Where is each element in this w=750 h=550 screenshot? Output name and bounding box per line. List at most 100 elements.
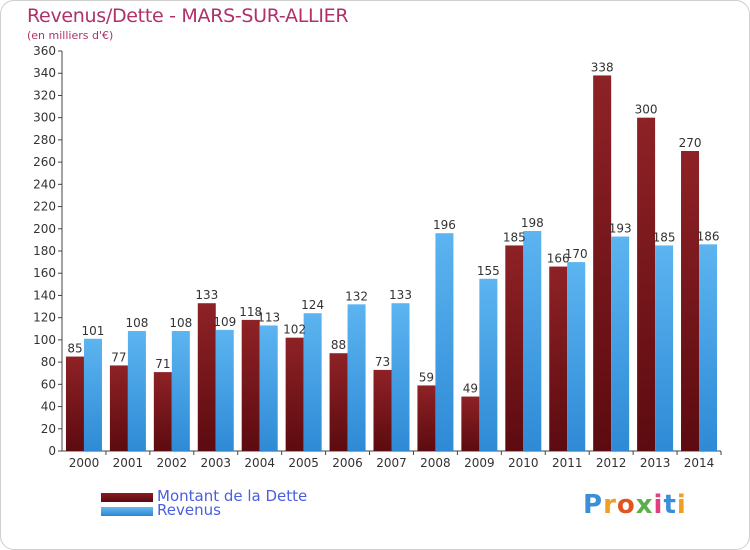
x-tick-label: 2012: [596, 456, 627, 470]
y-tick-label: 180: [33, 244, 56, 258]
value-label-revenus: 185: [653, 230, 676, 244]
value-label-revenus: 133: [389, 288, 412, 302]
bar-revenus: [567, 262, 586, 451]
value-label-dette: 102: [283, 323, 306, 337]
x-tick-label: 2000: [69, 456, 100, 470]
chart-bars: [65, 75, 718, 452]
y-tick-label: 200: [33, 222, 56, 236]
legend-label-dette: Montant de la Dette: [157, 487, 308, 505]
x-tick-label: 2010: [508, 456, 539, 470]
bar-revenus: [655, 245, 674, 451]
bar-dette: [373, 369, 392, 451]
value-label-dette: 71: [155, 357, 170, 371]
value-label-dette: 270: [679, 136, 702, 150]
value-label-revenus: 186: [697, 229, 720, 243]
bar-dette: [65, 356, 84, 451]
y-tick-label: 100: [33, 333, 56, 347]
value-label-dette: 166: [547, 252, 570, 266]
x-tick-label: 2002: [157, 456, 188, 470]
bar-revenus: [127, 331, 146, 451]
chart-subtitle: (en milliers d'€): [27, 29, 114, 42]
bar-dette: [505, 245, 524, 451]
legend-swatch-dette: [101, 493, 153, 502]
legend-label-revenus: Revenus: [157, 501, 221, 519]
bar-revenus: [699, 244, 718, 451]
y-tick-label: 80: [41, 355, 56, 369]
proxiti-logo: Proxiti: [583, 490, 687, 520]
value-label-revenus: 132: [345, 289, 368, 303]
bar-revenus: [347, 304, 366, 451]
bar-dette: [461, 396, 480, 451]
x-tick-label: 2009: [464, 456, 495, 470]
bar-dette: [637, 117, 656, 452]
y-tick-label: 120: [33, 311, 56, 325]
bar-dette: [241, 319, 260, 451]
value-label-revenus: 193: [609, 222, 632, 236]
y-tick-label: 160: [33, 266, 56, 280]
bar-dette: [197, 303, 216, 451]
y-tick-label: 360: [33, 44, 56, 58]
y-tick-label: 300: [33, 111, 56, 125]
value-label-dette: 85: [67, 342, 82, 356]
value-label-revenus: 124: [301, 298, 324, 312]
value-label-dette: 118: [239, 305, 262, 319]
x-tick-label: 2001: [113, 456, 144, 470]
y-tick-label: 260: [33, 155, 56, 169]
bar-dette: [329, 353, 348, 451]
value-label-dette: 77: [111, 350, 126, 364]
bar-dette: [593, 75, 612, 451]
value-label-revenus: 198: [521, 216, 544, 230]
bar-revenus: [479, 278, 498, 451]
bar-revenus: [391, 303, 410, 451]
y-tick-label: 340: [33, 66, 56, 80]
value-label-revenus: 108: [125, 316, 148, 330]
bar-revenus: [611, 236, 630, 451]
chart-title: Revenus/Dette - MARS-SUR-ALLIER: [27, 5, 349, 27]
bar-revenus: [435, 233, 454, 451]
bar-dette: [681, 151, 700, 451]
bar-dette: [417, 385, 436, 451]
x-tick-label: 2011: [552, 456, 583, 470]
bar-dette: [549, 266, 568, 451]
x-tick-label: 2006: [332, 456, 363, 470]
value-label-revenus: 170: [565, 247, 588, 261]
value-label-revenus: 109: [213, 315, 236, 329]
bar-dette: [109, 365, 128, 451]
y-tick-label: 60: [41, 377, 56, 391]
y-tick-label: 320: [33, 88, 56, 102]
bar-revenus: [83, 338, 102, 451]
y-tick-label: 280: [33, 133, 56, 147]
value-label-revenus: 108: [169, 316, 192, 330]
y-tick-label: 140: [33, 288, 56, 302]
value-label-dette: 59: [419, 370, 434, 384]
value-label-dette: 300: [635, 103, 658, 117]
value-label-revenus: 101: [82, 324, 105, 338]
value-label-dette: 73: [375, 355, 390, 369]
bar-dette: [285, 337, 304, 451]
value-label-revenus: 196: [433, 218, 456, 232]
value-label-dette: 133: [195, 288, 218, 302]
x-tick-label: 2007: [376, 456, 407, 470]
bar-revenus: [215, 329, 234, 451]
bar-revenus: [259, 325, 278, 451]
legend-swatch-revenus: [101, 507, 153, 516]
value-label-dette: 49: [463, 382, 478, 396]
bar-revenus: [523, 231, 542, 451]
value-label-revenus: 113: [257, 310, 280, 324]
chart-value-labels: 8510177108711081331091181131021248813273…: [67, 60, 719, 395]
y-tick-label: 220: [33, 200, 56, 214]
x-tick-label: 2013: [640, 456, 671, 470]
bar-dette: [153, 372, 172, 451]
value-label-dette: 185: [503, 230, 526, 244]
y-tick-label: 0: [48, 444, 56, 458]
y-tick-label: 20: [41, 422, 56, 436]
bar-revenus: [303, 313, 322, 451]
value-label-dette: 338: [591, 60, 614, 74]
x-tick-label: 2003: [200, 456, 231, 470]
y-tick-label: 40: [41, 400, 56, 414]
x-tick-label: 2005: [288, 456, 319, 470]
bar-revenus: [171, 331, 190, 451]
value-label-dette: 88: [331, 338, 346, 352]
